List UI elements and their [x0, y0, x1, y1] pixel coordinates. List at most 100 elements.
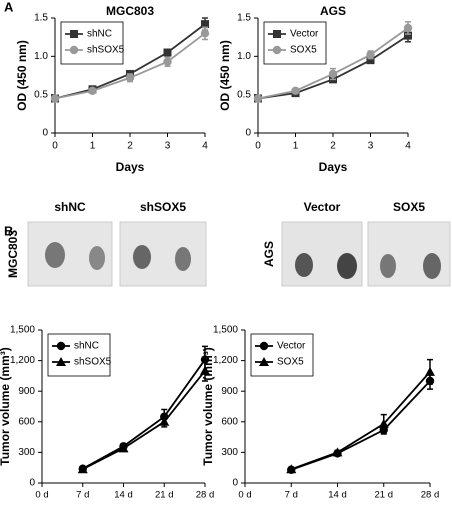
- x-tick-label: 3: [368, 141, 374, 152]
- panel-label: A: [4, 0, 14, 14]
- x-tick-label: 1: [90, 141, 96, 152]
- marker: [77, 464, 88, 474]
- chart-title: AGS: [320, 4, 346, 18]
- x-tick-label: 0 d: [35, 490, 48, 500]
- y-tick-label: 0: [29, 478, 35, 489]
- x-tick-label: 21 d: [375, 490, 394, 500]
- legend-marker: [259, 357, 269, 366]
- marker: [378, 418, 389, 428]
- y-axis-label: OD (450 nm): [218, 40, 232, 111]
- marker: [332, 447, 343, 457]
- y-tick-label: 0: [245, 128, 251, 139]
- legend-label: Vector: [290, 29, 319, 40]
- x-tick-label: 28 d: [421, 490, 440, 500]
- legend-box: [47, 333, 111, 377]
- x-tick-label: 2: [330, 141, 336, 152]
- image-label: Vector: [304, 200, 341, 214]
- legend-label: SOX5: [290, 45, 317, 56]
- x-tick-label: 1: [293, 141, 299, 152]
- marker: [404, 31, 412, 40]
- x-tick-label: 28 d: [196, 490, 215, 500]
- marker: [163, 57, 172, 66]
- marker: [88, 86, 97, 96]
- marker: [201, 20, 209, 29]
- legend-marker: [69, 45, 79, 55]
- marker: [200, 365, 210, 375]
- legend-box: [60, 21, 124, 65]
- x-tick-label: 3: [165, 141, 171, 152]
- y-axis-label: Tumor volume (mm³): [0, 347, 12, 465]
- legend-label: shNC: [87, 29, 112, 40]
- marker: [159, 416, 170, 426]
- x-tick-label: 21 d: [155, 490, 174, 500]
- x-tick-label: 7 d: [76, 490, 89, 500]
- image-label: SOX5: [393, 200, 425, 214]
- marker: [125, 73, 135, 83]
- x-tick-label: 4: [405, 141, 411, 152]
- marker: [200, 355, 210, 364]
- x-axis-label: Days: [116, 160, 145, 174]
- y-axis-label: Tumor volume (mm³): [201, 347, 215, 465]
- legend-marker: [56, 357, 66, 366]
- y-tick-label: 1,500: [213, 325, 238, 336]
- series-line: [82, 370, 206, 471]
- legend-marker: [259, 341, 269, 351]
- y-tick-label: 1,200: [10, 355, 35, 366]
- x-tick-label: 0 d: [238, 490, 251, 500]
- marker: [163, 48, 172, 57]
- y-tick-label: 1,500: [10, 325, 35, 336]
- x-tick-label: 4: [202, 141, 208, 152]
- marker: [200, 29, 210, 38]
- legend-label: shSOX5: [87, 45, 125, 56]
- image-row-label: AGS: [262, 241, 276, 267]
- x-tick-label: 14 d: [114, 490, 133, 500]
- marker: [366, 56, 375, 65]
- series-line: [82, 359, 206, 470]
- y-tick-label: 900: [221, 386, 238, 397]
- panel-label: B: [4, 223, 13, 238]
- marker: [253, 94, 263, 103]
- tumor-photos: [27, 221, 451, 287]
- image-row-label: MGC803: [6, 230, 20, 278]
- y-tick-label: 0.5: [34, 89, 48, 100]
- marker: [425, 366, 435, 376]
- y-tick-label: 600: [18, 416, 35, 427]
- legend-marker: [273, 30, 281, 38]
- y-tick-label: 0: [42, 128, 48, 139]
- marker: [328, 69, 338, 79]
- y-tick-label: 1.0: [34, 51, 48, 62]
- y-tick-label: 300: [221, 447, 238, 458]
- y-tick-label: 1.0: [237, 51, 251, 62]
- series-line: [290, 371, 431, 471]
- image-label: shSOX5: [140, 200, 186, 214]
- x-tick-label: 0: [255, 141, 261, 152]
- x-tick-label: 7 d: [285, 490, 298, 500]
- y-tick-label: 600: [221, 416, 238, 427]
- y-tick-label: 1.5: [34, 13, 48, 24]
- legend-label: shSOX5: [74, 357, 112, 368]
- marker: [118, 443, 129, 453]
- y-tick-label: 0.5: [237, 89, 251, 100]
- y-tick-label: 1,200: [213, 355, 238, 366]
- marker: [366, 50, 375, 59]
- legend-box: [263, 21, 327, 65]
- marker: [50, 94, 60, 103]
- x-axis-label: Days: [319, 160, 348, 174]
- legend-marker: [272, 45, 282, 55]
- y-tick-label: 1.5: [237, 13, 251, 24]
- y-tick-label: 300: [18, 447, 35, 458]
- legend-label: SOX5: [277, 357, 304, 368]
- y-axis-label: OD (450 nm): [15, 40, 29, 111]
- x-tick-label: 14 d: [328, 490, 347, 500]
- marker: [286, 464, 297, 474]
- chart-title: MGC803: [106, 4, 154, 18]
- image-label: shNC: [54, 200, 86, 214]
- legend-box: [250, 333, 314, 377]
- x-tick-label: 0: [52, 141, 58, 152]
- y-tick-label: 0: [232, 478, 238, 489]
- legend-label: Vector: [277, 341, 306, 352]
- x-tick-label: 2: [127, 141, 133, 152]
- legend-label: shNC: [74, 341, 99, 352]
- legend-marker: [56, 341, 66, 351]
